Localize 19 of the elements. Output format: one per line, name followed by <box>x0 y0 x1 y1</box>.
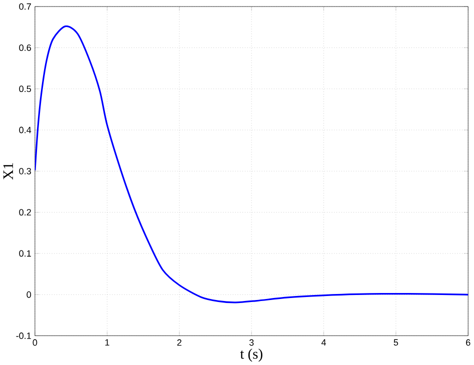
y-tick-label: 0.7 <box>19 3 31 10</box>
x-axis-title: t (s) <box>240 348 262 362</box>
y-axis-title: X1 <box>3 163 13 180</box>
x-tick-label: 4 <box>321 339 326 346</box>
x-tick-label: 0 <box>32 339 38 346</box>
x-tick-label: 1 <box>105 339 110 346</box>
x-tick-label: 5 <box>394 339 398 346</box>
y-tick-label: 0.3 <box>19 168 31 174</box>
y-tick-label: 0.6 <box>19 44 31 51</box>
y-tick-label: 0.1 <box>19 250 31 257</box>
y-tick-label: 0.2 <box>19 209 31 216</box>
y-tick-label: 0.4 <box>19 126 32 134</box>
y-tick-label: -0.1 <box>16 332 31 339</box>
x-tick-label: 2 <box>177 339 182 346</box>
x-tick-label: 6 <box>466 339 470 346</box>
y-tick-label: 0 <box>26 291 32 298</box>
line-series <box>34 25 468 304</box>
x-tick-label: 3 <box>249 339 254 346</box>
y-tick-label: 0.5 <box>19 86 32 92</box>
